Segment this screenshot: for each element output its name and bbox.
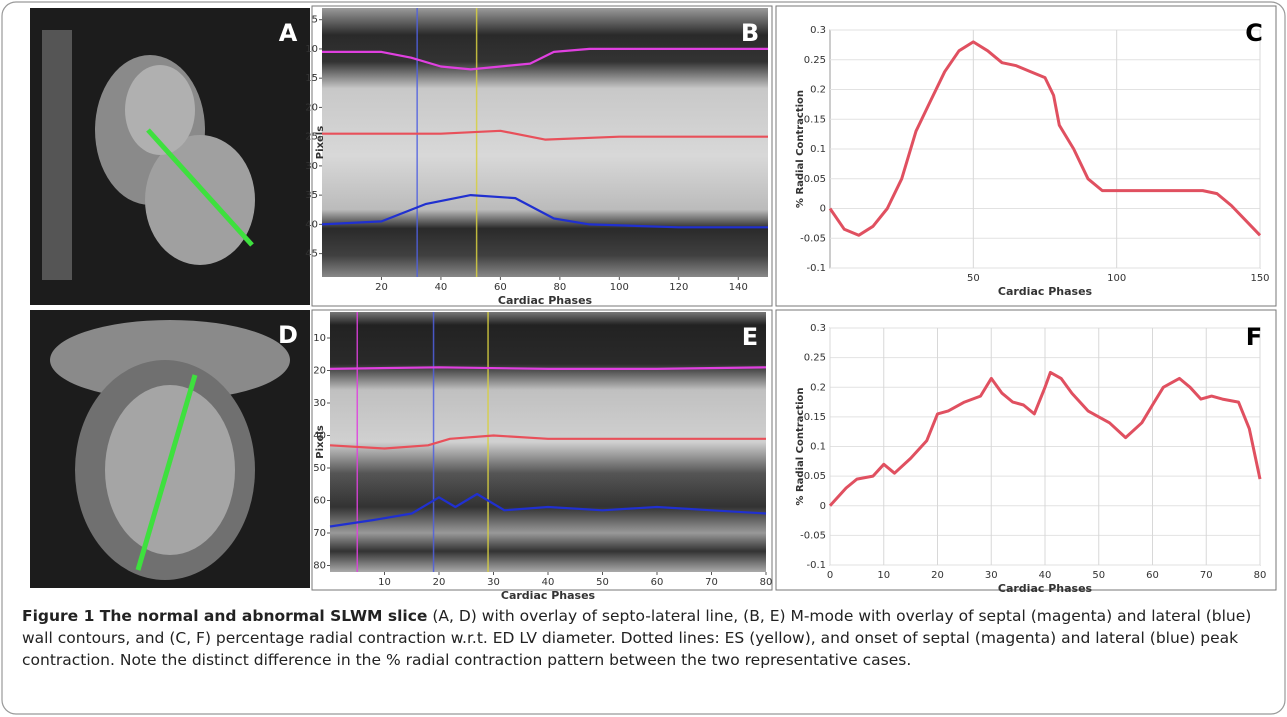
panel-label: A <box>279 19 298 47</box>
series-line <box>322 129 768 141</box>
y-axis-label: Pixels <box>315 126 326 159</box>
x-tick-label: 80 <box>553 282 566 293</box>
x-tick-label: 20 <box>931 570 944 581</box>
y-tick-label: 0.05 <box>804 471 826 482</box>
y-tick-label: -0.05 <box>800 530 826 541</box>
x-tick-label: 70 <box>1200 570 1213 581</box>
y-tick-label: 30 <box>305 161 318 172</box>
x-tick-label: 30 <box>985 570 998 581</box>
x-tick-label: 20 <box>433 577 446 588</box>
y-axis-label: Pixels <box>315 425 326 458</box>
y-tick-label: 10 <box>305 44 318 55</box>
x-tick-label: 60 <box>1146 570 1159 581</box>
series-line <box>329 366 767 370</box>
y-axis-label: % Radial Contraction <box>795 90 806 208</box>
y-tick-label: 0.15 <box>804 114 826 125</box>
y-tick-label: 30 <box>313 398 326 409</box>
series-line <box>329 434 766 450</box>
caption-label: Figure 1 The normal and abnormal SLWM sl… <box>22 607 428 625</box>
x-tick-label: 0 <box>827 570 833 581</box>
y-tick-label: 0.2 <box>810 85 826 96</box>
y-tick-label: 0.1 <box>810 144 826 155</box>
panel-label: F <box>1246 323 1262 351</box>
image-a <box>30 8 310 305</box>
y-tick-label: 60 <box>313 496 326 507</box>
panel-label: E <box>742 323 758 351</box>
x-axis-label: Cardiac Phases <box>498 294 593 307</box>
y-tick-label: 70 <box>313 528 326 539</box>
y-tick-label: 20 <box>305 102 318 113</box>
series-line <box>329 492 767 528</box>
y-tick-label: 15 <box>305 73 318 84</box>
y-tick-label: 0.15 <box>804 412 826 423</box>
series-line <box>828 370 1262 507</box>
y-tick-label: 25 <box>305 132 318 143</box>
x-tick-label: 50 <box>1092 570 1105 581</box>
y-tick-label: 0.3 <box>810 25 826 36</box>
x-tick-label: 40 <box>1039 570 1052 581</box>
x-tick-label: 150 <box>1250 273 1269 284</box>
x-tick-label: 120 <box>669 282 688 293</box>
caption: Figure 1 The normal and abnormal SLWM sl… <box>22 605 1267 671</box>
x-tick-label: 100 <box>1107 273 1126 284</box>
y-tick-label: 0 <box>820 501 826 512</box>
x-tick-label: 70 <box>705 577 718 588</box>
y-tick-label: 40 <box>305 219 318 230</box>
x-tick-label: 10 <box>877 570 890 581</box>
y-tick-label: 40 <box>313 431 326 442</box>
y-tick-label: 0.25 <box>804 55 826 66</box>
image-d <box>30 310 310 588</box>
y-tick-label: 50 <box>313 463 326 474</box>
y-tick-label: 45 <box>305 249 318 260</box>
x-tick-label: 10 <box>378 577 391 588</box>
x-axis-label: Cardiac Phases <box>998 582 1093 595</box>
x-tick-label: 50 <box>967 273 980 284</box>
mmode-image <box>330 312 766 572</box>
y-tick-label: -0.05 <box>800 233 826 244</box>
y-tick-label: 80 <box>313 561 326 572</box>
y-tick-label: -0.1 <box>806 560 826 571</box>
panel-label: B <box>741 19 759 47</box>
panel-label: D <box>278 321 298 349</box>
x-tick-label: 20 <box>375 282 388 293</box>
y-tick-label: 0.2 <box>810 382 826 393</box>
y-tick-label: 0.3 <box>810 323 826 334</box>
x-tick-label: 30 <box>487 577 500 588</box>
x-tick-label: 80 <box>1254 570 1267 581</box>
x-tick-label: 80 <box>760 577 773 588</box>
y-tick-label: 0.25 <box>804 353 826 364</box>
series-line <box>322 47 768 71</box>
x-tick-label: 60 <box>651 577 664 588</box>
x-axis-label: Cardiac Phases <box>998 285 1093 298</box>
y-tick-label: 10 <box>313 333 326 344</box>
y-tick-label: 0.05 <box>804 174 826 185</box>
caption-text: (A, D) with overlay of septo-lateral lin… <box>22 607 1252 669</box>
x-tick-label: 60 <box>494 282 507 293</box>
x-axis-label: Cardiac Phases <box>501 589 596 602</box>
x-tick-label: 40 <box>542 577 555 588</box>
y-axis-label: % Radial Contraction <box>795 387 806 505</box>
series-line <box>828 40 1262 237</box>
y-tick-label: 0 <box>820 204 826 215</box>
mmode-image <box>322 8 768 277</box>
x-tick-label: 140 <box>729 282 748 293</box>
x-tick-label: 40 <box>435 282 448 293</box>
panel-label: C <box>1245 19 1263 47</box>
series-line <box>321 194 768 229</box>
y-tick-label: 5 <box>312 15 318 26</box>
y-tick-label: 20 <box>313 366 326 377</box>
y-tick-label: -0.1 <box>806 263 826 274</box>
y-tick-label: 35 <box>305 190 318 201</box>
x-tick-label: 50 <box>596 577 609 588</box>
y-tick-label: 0.1 <box>810 442 826 453</box>
x-tick-label: 100 <box>610 282 629 293</box>
